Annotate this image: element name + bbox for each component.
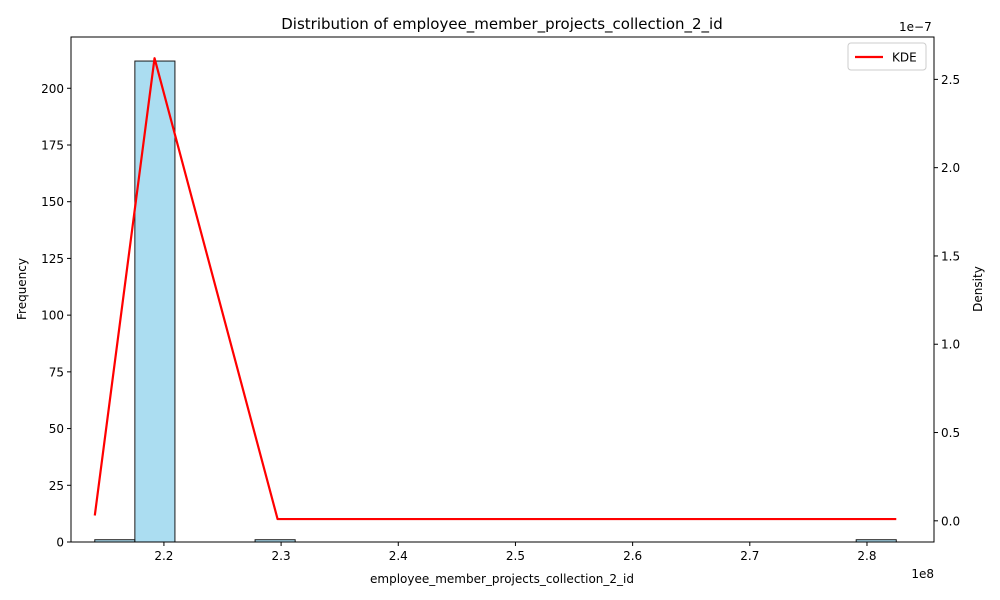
- y-tick-label: 125: [41, 252, 64, 266]
- y-tick-label: 0: [56, 536, 64, 550]
- legend-box: [847, 42, 927, 71]
- y2-tick-label: 1.0: [941, 338, 960, 352]
- y2-axis-label: Density: [971, 266, 985, 312]
- x-tick-label: 2.3: [272, 549, 291, 563]
- x-axis-label: employee_member_projects_collection_2_id: [370, 572, 634, 586]
- y-tick-label: 25: [49, 479, 64, 493]
- y-axis-label: Frequency: [15, 258, 29, 320]
- y-axis-right: 0.0 0.5 1.0 1.5 2.0 2.5: [934, 73, 960, 528]
- legend-label-kde: KDE: [892, 51, 917, 65]
- x-tick-label: 2.5: [506, 549, 525, 563]
- x-tick-label: 2.6: [623, 549, 642, 563]
- chart-title: Distribution of employee_member_projects…: [281, 15, 723, 34]
- y-tick-label: 175: [41, 138, 64, 152]
- legend: KDE: [847, 42, 927, 71]
- kde-line: [93, 57, 897, 521]
- x-tick-label: 2.8: [857, 549, 876, 563]
- y-axis-left: 0 25 50 75 100 125 150 175 200: [41, 82, 71, 550]
- plot-frame: [70, 36, 935, 543]
- y-tick-label: 200: [41, 82, 64, 96]
- y2-tick-label: 2.5: [941, 73, 960, 87]
- x-axis: 2.2 2.3 2.4 2.5 2.6 2.7 2.8: [154, 542, 877, 563]
- y2-axis-offset-label: 1e−7: [899, 20, 932, 34]
- y-tick-label: 100: [41, 309, 64, 323]
- y2-tick-label: 0.0: [941, 514, 960, 528]
- histogram-bar: [134, 60, 176, 543]
- y2-tick-label: 2.0: [941, 161, 960, 175]
- kde-layer: [93, 57, 897, 521]
- x-axis-offset-label: 1e8: [911, 567, 934, 581]
- x-tick-label: 2.4: [389, 549, 408, 563]
- y-tick-label: 150: [41, 195, 64, 209]
- y-tick-label: 75: [49, 365, 64, 379]
- y2-tick-label: 0.5: [941, 426, 960, 440]
- histogram-bars: [94, 60, 897, 543]
- x-tick-label: 2.7: [740, 549, 759, 563]
- y2-tick-label: 1.5: [941, 249, 960, 263]
- x-tick-label: 2.2: [154, 549, 173, 563]
- y-tick-label: 50: [49, 422, 64, 436]
